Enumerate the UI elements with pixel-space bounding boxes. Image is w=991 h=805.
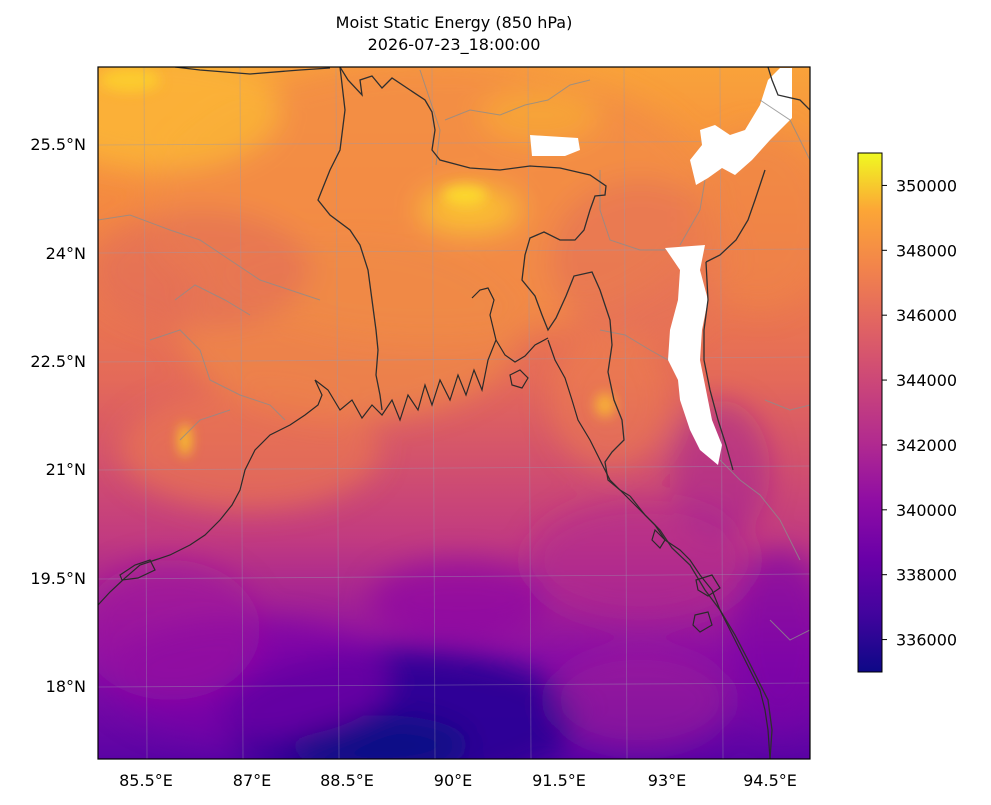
lon-tick-label: 87°E bbox=[233, 771, 271, 790]
colorbar-ticks: 336000 338000 340000 342000 344000 346000 3480… bbox=[882, 176, 957, 650]
lon-tick-label: 91.5°E bbox=[532, 771, 586, 790]
lat-tick-label: 18°N bbox=[46, 677, 86, 696]
colorbar-tick-label: 342000 bbox=[896, 436, 957, 455]
heatmap-field bbox=[98, 67, 810, 759]
colorbar-tick-label: 336000 bbox=[896, 631, 957, 650]
lon-axis: 85.5°E 87°E 88.5°E 90°E 91.5°E 93°E 94.5… bbox=[119, 771, 797, 790]
colorbar-tick-label: 344000 bbox=[896, 371, 957, 390]
colorbar-tick-label: 346000 bbox=[896, 306, 957, 325]
map-title: Moist Static Energy (850 hPa) bbox=[335, 13, 573, 32]
colorbar-tick-label: 348000 bbox=[896, 241, 957, 260]
colorbar: 336000 338000 340000 342000 344000 346000 3480… bbox=[857, 152, 957, 673]
colorbar-tick-label: 338000 bbox=[896, 566, 957, 585]
lon-tick-label: 85.5°E bbox=[119, 771, 173, 790]
state-borders bbox=[98, 69, 810, 641]
colorbar-frame bbox=[857, 152, 883, 673]
bangladesh-west-border bbox=[317, 67, 383, 411]
colorbar-tick-label: 350000 bbox=[896, 176, 957, 195]
lat-tick-label: 19.5°N bbox=[30, 569, 86, 588]
lon-tick-label: 90°E bbox=[434, 771, 472, 790]
gridlines bbox=[98, 67, 810, 759]
lat-tick-label: 22.5°N bbox=[30, 352, 86, 371]
colorbar-gradient bbox=[858, 153, 882, 672]
lon-tick-label: 93°E bbox=[648, 771, 686, 790]
map-frame bbox=[97, 66, 811, 760]
map-subtitle: 2026-07-23_18:00:00 bbox=[367, 35, 541, 54]
lat-tick-label: 21°N bbox=[46, 460, 86, 479]
lat-axis: 18°N 19.5°N 21°N 22.5°N 24°N 25.5°N bbox=[30, 135, 86, 696]
lon-tick-label: 88.5°E bbox=[320, 771, 374, 790]
lat-tick-label: 25.5°N bbox=[30, 135, 86, 154]
lat-tick-label: 24°N bbox=[46, 244, 86, 263]
lon-tick-label: 94.5°E bbox=[743, 771, 797, 790]
colorbar-tick-label: 340000 bbox=[896, 501, 957, 520]
coastline bbox=[98, 287, 771, 759]
